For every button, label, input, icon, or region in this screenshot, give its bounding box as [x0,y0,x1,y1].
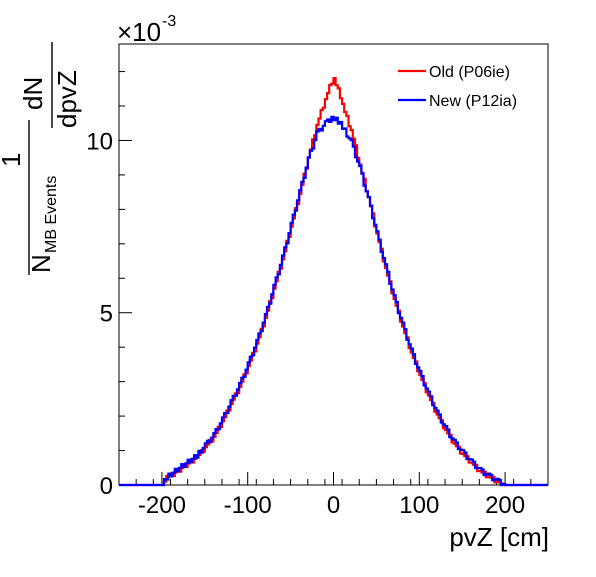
y-axis-label: N MB Events 1 dN dpvZ [0,42,82,275]
y-exponent-base: ×10 [117,17,161,47]
series-old [119,77,548,487]
y-tick-label: 0 [100,473,113,500]
y-tick-label: 5 [100,301,113,328]
legend-label: New (P12ia) [429,93,517,110]
x-tick-label: -100 [224,492,272,519]
ylabel-denominator-sub: MB Events [43,176,60,253]
ylabel-numerator-one: 1 [0,153,26,167]
legend-label: Old (P06ie) [429,64,510,81]
series-layer [119,77,548,487]
y-exponent-label: ×10 -3 [117,13,176,47]
y-exponent-power: -3 [162,13,176,30]
ylabel-fraction-bottom: dpvZ [52,70,82,128]
ylabel-denominator-n: N [26,254,56,273]
x-tick-label: 0 [327,492,340,519]
ylabel-fraction-top: dN [18,77,48,110]
series-line [119,77,548,487]
x-tick-label: -200 [138,492,186,519]
y-tick-label: 10 [86,128,113,155]
series-new [119,115,548,487]
x-axis-label: pvZ [cm] [449,522,549,552]
x-tick-label: 200 [485,492,525,519]
legend: Old (P06ie) New (P12ia) [398,64,517,110]
x-tick-label: 100 [399,492,439,519]
series-line [119,115,548,487]
plot-frame [118,43,549,486]
